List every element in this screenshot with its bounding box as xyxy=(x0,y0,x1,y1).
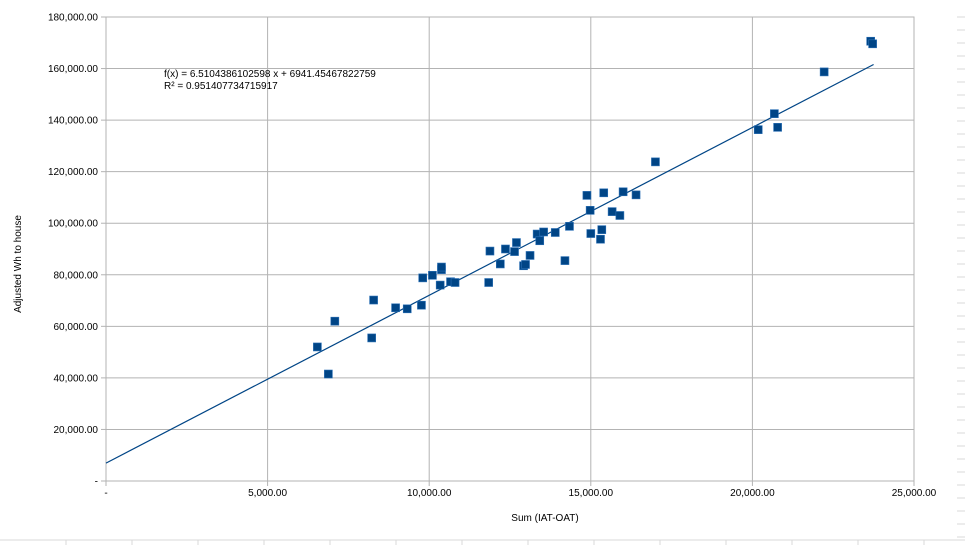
data-point xyxy=(597,225,607,234)
data-point xyxy=(819,67,829,77)
data-point xyxy=(428,270,437,280)
data-point xyxy=(367,333,376,343)
data-point xyxy=(773,123,782,132)
data-point xyxy=(418,273,428,283)
y-tick-label: 140,000.00 xyxy=(48,116,98,127)
data-point xyxy=(565,222,574,231)
data-point xyxy=(496,259,505,269)
data-point xyxy=(501,244,510,254)
x-tick-label: 25,000.00 xyxy=(892,488,937,499)
y-tick-label: 180,000.00 xyxy=(48,13,98,24)
y-tick-label: 60,000.00 xyxy=(54,322,99,333)
y-tick-label: - xyxy=(95,477,98,488)
plot-area xyxy=(105,16,915,482)
data-point xyxy=(586,229,596,238)
data-point xyxy=(313,342,322,352)
data-point xyxy=(615,211,625,220)
data-point xyxy=(437,262,446,272)
y-axis-ticks: - 20,000.00 40,000.00 60,000.00 80,000.00 100… xyxy=(48,13,106,488)
spreadsheet-gridline-decor xyxy=(0,16,965,545)
y-tick-label: 160,000.00 xyxy=(48,64,98,75)
trendline-r-squared: R² = 0.951407734715917 xyxy=(164,81,278,92)
y-axis-title: Adjusted Wh to house xyxy=(13,215,24,313)
x-axis-ticks: - 5,000.00 10,000.00 15,000.00 20,000.00 25,0… xyxy=(104,481,937,499)
data-point xyxy=(560,256,570,265)
data-point xyxy=(582,191,592,200)
y-tick-label: 40,000.00 xyxy=(54,373,99,384)
data-point xyxy=(510,247,519,256)
data-point xyxy=(618,187,628,197)
data-point xyxy=(550,228,560,237)
data-point xyxy=(599,188,609,198)
y-tick-label: 20,000.00 xyxy=(54,425,99,436)
trendline-group xyxy=(105,63,874,464)
data-point xyxy=(484,278,493,287)
data-point xyxy=(651,157,660,167)
x-tick-label: 10,000.00 xyxy=(407,488,452,499)
data-point xyxy=(607,207,617,216)
data-point xyxy=(485,246,495,256)
data-point xyxy=(585,206,595,215)
data-point xyxy=(512,238,521,247)
data-point xyxy=(435,280,445,290)
data-point xyxy=(631,190,641,200)
data-points xyxy=(313,36,877,379)
data-point xyxy=(535,236,545,246)
data-point xyxy=(369,295,378,305)
data-point xyxy=(417,300,426,310)
trendline xyxy=(105,63,874,464)
x-tick-label: 5,000.00 xyxy=(248,488,287,499)
data-point xyxy=(539,227,548,237)
data-point xyxy=(596,234,605,244)
data-point xyxy=(770,109,779,118)
data-point xyxy=(402,304,412,314)
trendline-equation: f(x) = 6.5104386102598 x + 6941.45467822… xyxy=(164,69,376,80)
data-point xyxy=(521,260,530,269)
data-point xyxy=(324,369,333,379)
x-tick-label: 20,000.00 xyxy=(730,488,775,499)
y-tick-label: 120,000.00 xyxy=(48,167,98,178)
data-point xyxy=(753,125,763,134)
data-point xyxy=(868,39,877,49)
x-tick-label: - xyxy=(104,488,107,499)
y-tick-label: 80,000.00 xyxy=(54,270,99,281)
data-point xyxy=(450,278,460,287)
data-point xyxy=(391,303,400,313)
data-point xyxy=(330,316,340,326)
y-tick-label: 100,000.00 xyxy=(48,219,98,230)
x-tick-label: 15,000.00 xyxy=(569,488,614,499)
data-point xyxy=(525,251,535,260)
x-axis-title: Sum (IAT-OAT) xyxy=(511,513,578,524)
